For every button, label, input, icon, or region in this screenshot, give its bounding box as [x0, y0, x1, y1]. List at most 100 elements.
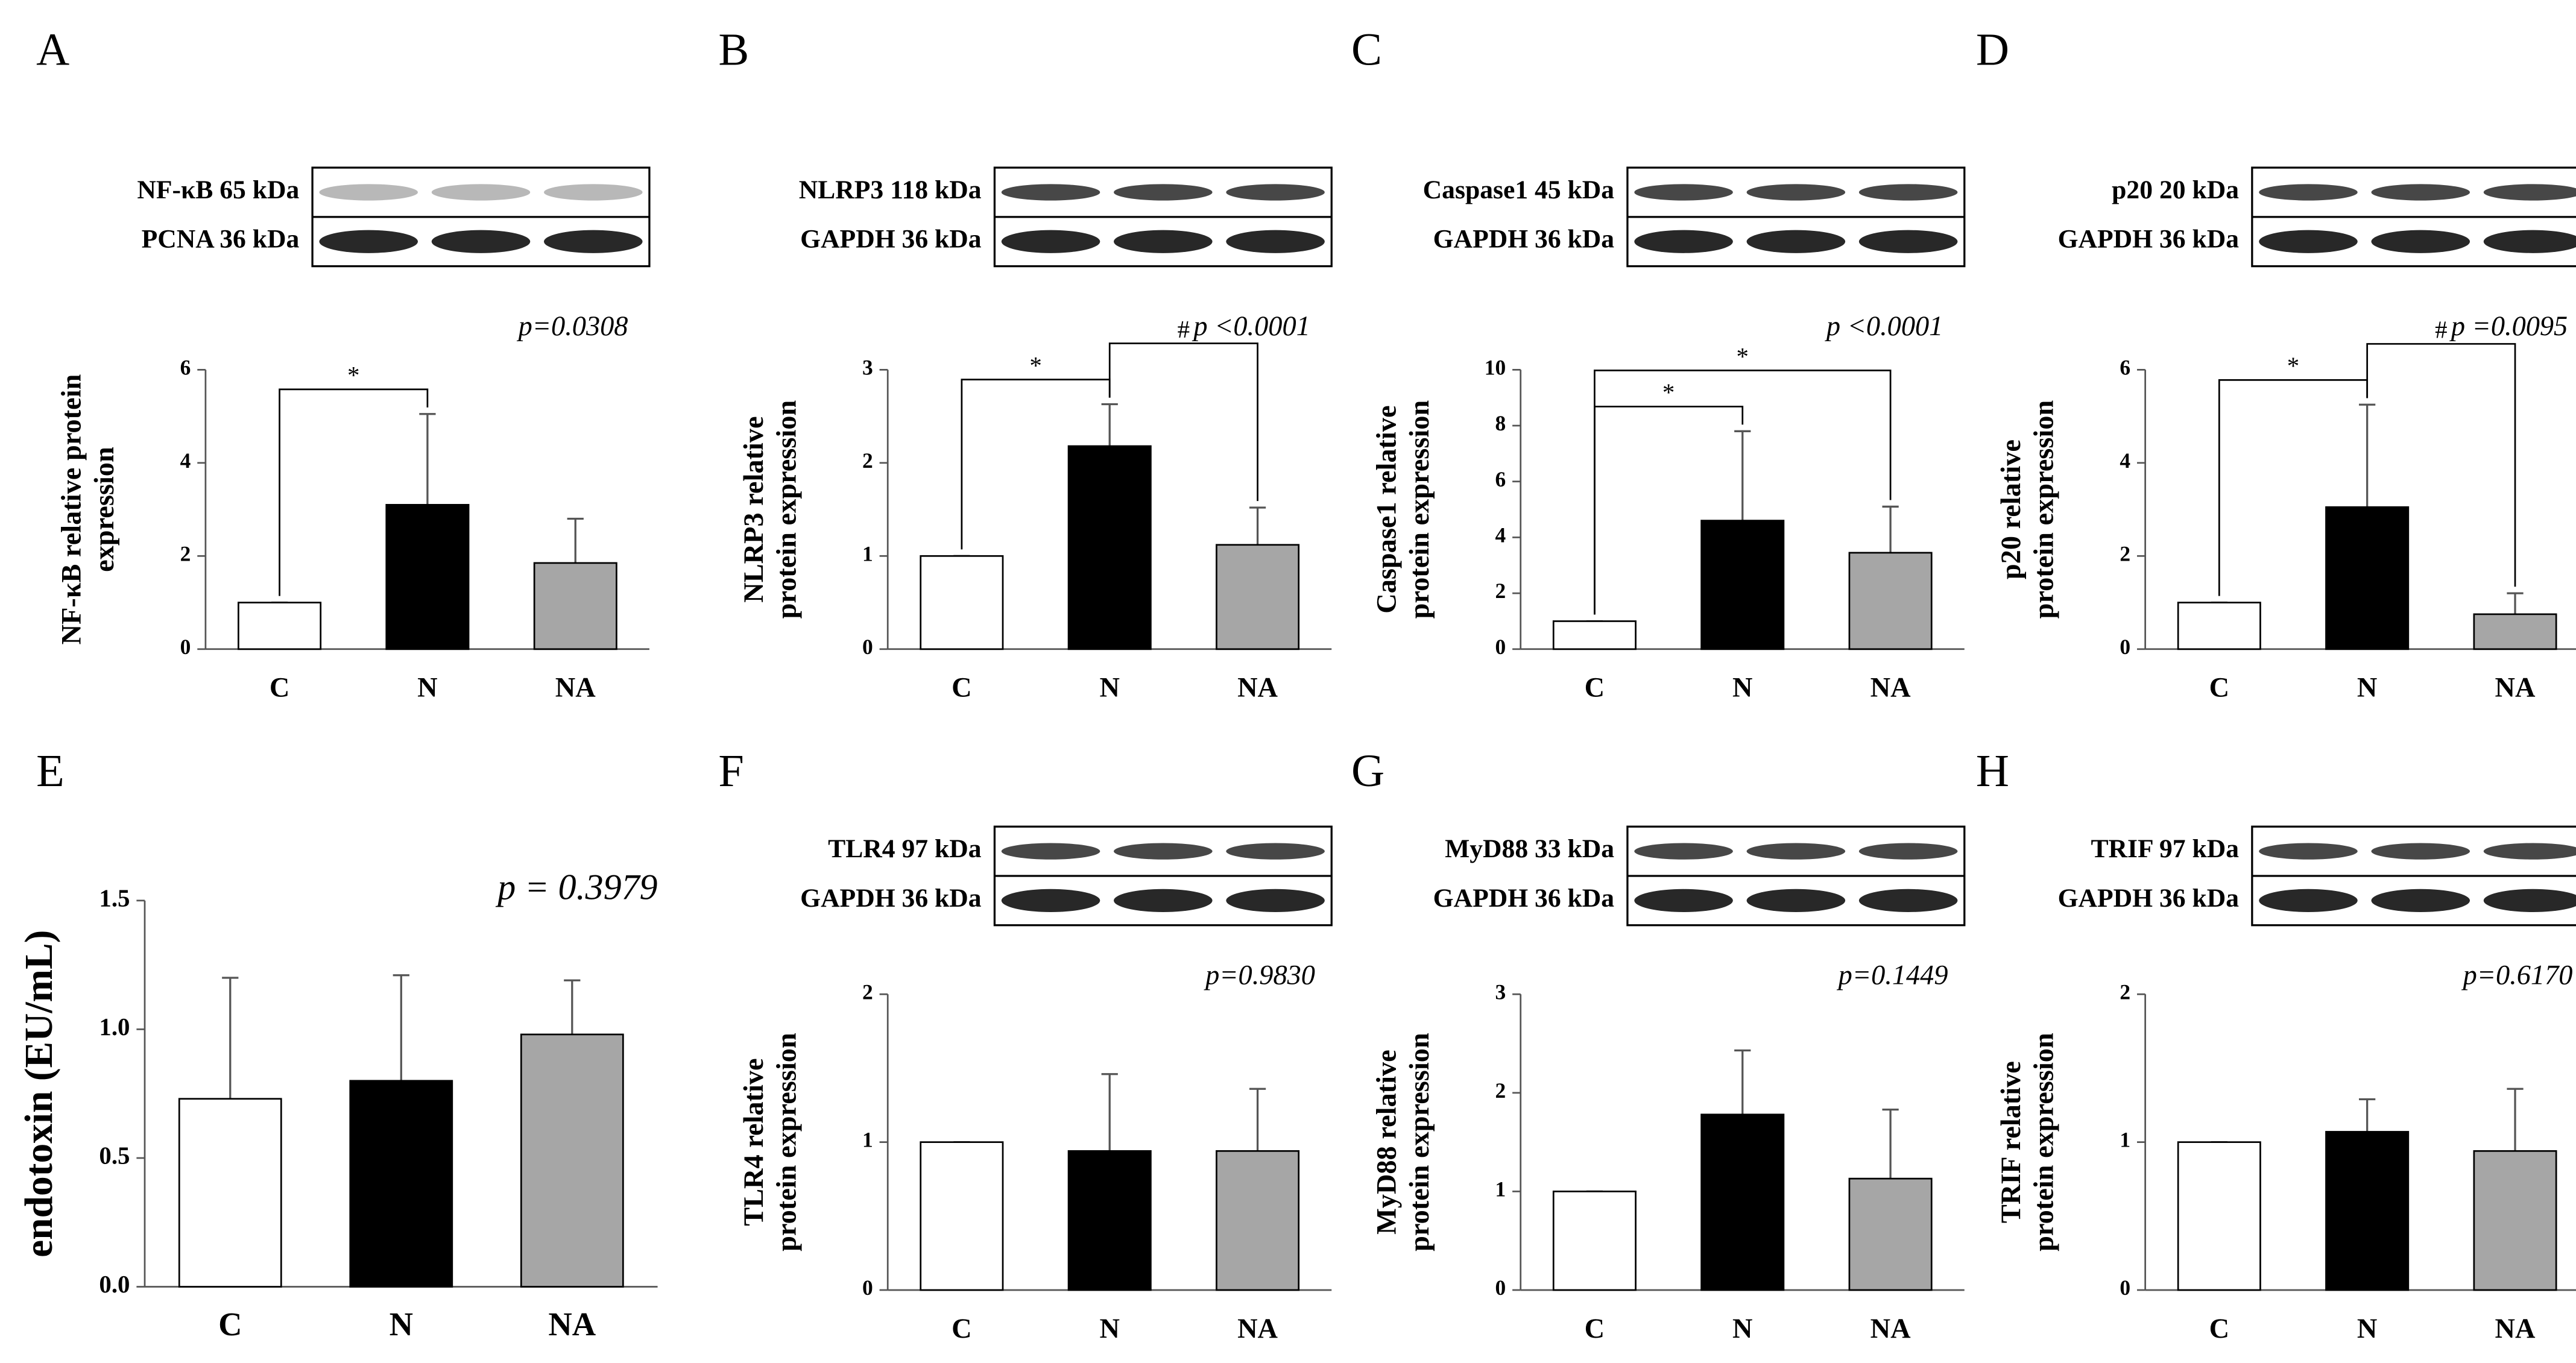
bar [2177, 1141, 2261, 1291]
blot-band [544, 184, 643, 201]
significance-label: * [1662, 379, 1675, 406]
p-value: p=0.0308 [517, 311, 628, 342]
y-axis-label: protein expression [2029, 400, 2060, 619]
y-tick-label: 1 [2120, 1128, 2130, 1152]
p-value: p =0.0095 [2449, 311, 2568, 342]
p-value: p=0.9830 [1204, 960, 1315, 991]
blot-label: TLR4 97 kDa [828, 834, 982, 863]
bar [1848, 1177, 1933, 1291]
y-tick-label: 0 [1495, 635, 1506, 659]
blot-band [1226, 843, 1325, 860]
bar [2473, 613, 2557, 650]
bar [385, 503, 470, 650]
y-axis-label: p20 relative [1996, 439, 2027, 579]
blot-band [1746, 184, 1846, 201]
bar [349, 1080, 453, 1288]
bar [1067, 1150, 1152, 1291]
x-tick-label: N [417, 673, 437, 704]
y-tick-label: 1.5 [99, 884, 130, 911]
bar [238, 602, 322, 650]
panel-label: H [1976, 745, 2009, 796]
blot-band [2483, 184, 2576, 201]
bar [2177, 602, 2261, 650]
significance-bracket [2366, 343, 2516, 587]
x-tick-label: NA [1237, 673, 1278, 704]
blot-band [431, 230, 531, 253]
y-tick-label: 8 [1495, 411, 1506, 435]
p-value: p <0.0001 [1825, 311, 1943, 342]
y-tick-label: 0 [862, 1276, 873, 1300]
panel-label: G [1351, 745, 1384, 796]
blot-label: PCNA 36 kDa [142, 225, 300, 254]
y-tick-label: 0 [180, 635, 191, 659]
blot-band [1634, 843, 1733, 860]
bar [1067, 445, 1152, 650]
blot-band [431, 184, 531, 201]
y-axis-label: NLRP3 relative [739, 416, 769, 602]
x-tick-label: C [2209, 1314, 2229, 1344]
x-tick-label: NA [555, 673, 596, 704]
bar [1700, 1113, 1785, 1291]
x-tick-label: C [218, 1306, 242, 1343]
blot-label: MyD88 33 kDa [1445, 834, 1614, 863]
blot-band [1226, 230, 1325, 253]
significance-bracket [1108, 342, 1258, 502]
blot-band [1226, 889, 1325, 912]
blot-band [2483, 843, 2576, 860]
x-tick-label: NA [1237, 1314, 1278, 1344]
x-tick-label: C [1585, 673, 1605, 704]
blot-label: NF-κB 65 kDa [137, 175, 299, 204]
bar [920, 555, 1004, 650]
blot-band [1114, 184, 1213, 201]
blot-band [2259, 230, 2358, 253]
y-axis-label: endotoxin (EU/mL) [17, 930, 61, 1258]
significance-label: * [2287, 353, 2299, 380]
y-axis-label: protein expression [1404, 1033, 1435, 1251]
blot-label: GAPDH 36 kDa [1433, 884, 1615, 913]
x-tick-label: N [1732, 673, 1752, 704]
significance-label: * [347, 362, 359, 389]
blot-band [2483, 230, 2576, 253]
x-tick-label: N [1099, 673, 1119, 704]
y-tick-label: 4 [1495, 523, 1506, 547]
y-tick-label: 4 [2120, 449, 2130, 473]
y-tick-label: 0 [1495, 1276, 1506, 1300]
x-tick-label: NA [2495, 673, 2536, 704]
panel-label: B [718, 24, 749, 75]
blot-band [2371, 889, 2470, 912]
bar [1552, 1191, 1637, 1291]
y-axis-label: Caspase1 relative [1371, 405, 1402, 613]
significance-bracket [279, 388, 429, 596]
y-tick-label: 6 [180, 355, 191, 379]
x-tick-label: C [270, 673, 289, 704]
y-tick-label: 2 [180, 541, 191, 565]
p-value: p <0.0001 [1192, 311, 1310, 342]
y-tick-label: 2 [1495, 1078, 1506, 1103]
y-tick-label: 2 [862, 449, 873, 473]
bar [2325, 506, 2410, 650]
significance-bracket [1594, 370, 1892, 615]
panel-label: C [1351, 24, 1382, 75]
blot-label: p20 20 kDa [2112, 175, 2239, 204]
bar [1700, 520, 1785, 650]
bar [1216, 1150, 1300, 1291]
bar [2325, 1131, 2410, 1291]
x-tick-label: N [2357, 673, 2377, 704]
bar [1848, 552, 1933, 650]
significance-label: * [1029, 352, 1041, 379]
blot-band [1001, 843, 1100, 860]
significance-label: * [1737, 343, 1749, 370]
blot-band [544, 230, 643, 253]
y-tick-label: 0.0 [99, 1271, 130, 1298]
blot-band [2259, 184, 2358, 201]
y-axis-label: TLR4 relative [739, 1058, 769, 1226]
x-tick-label: NA [2495, 1314, 2536, 1344]
blot-band [1746, 889, 1846, 912]
y-tick-label: 1 [862, 541, 873, 565]
blot-label: Caspase1 45 kDa [1423, 175, 1615, 204]
y-tick-label: 0 [862, 635, 873, 659]
blot-band [2371, 184, 2470, 201]
y-tick-label: 0.5 [99, 1142, 130, 1169]
